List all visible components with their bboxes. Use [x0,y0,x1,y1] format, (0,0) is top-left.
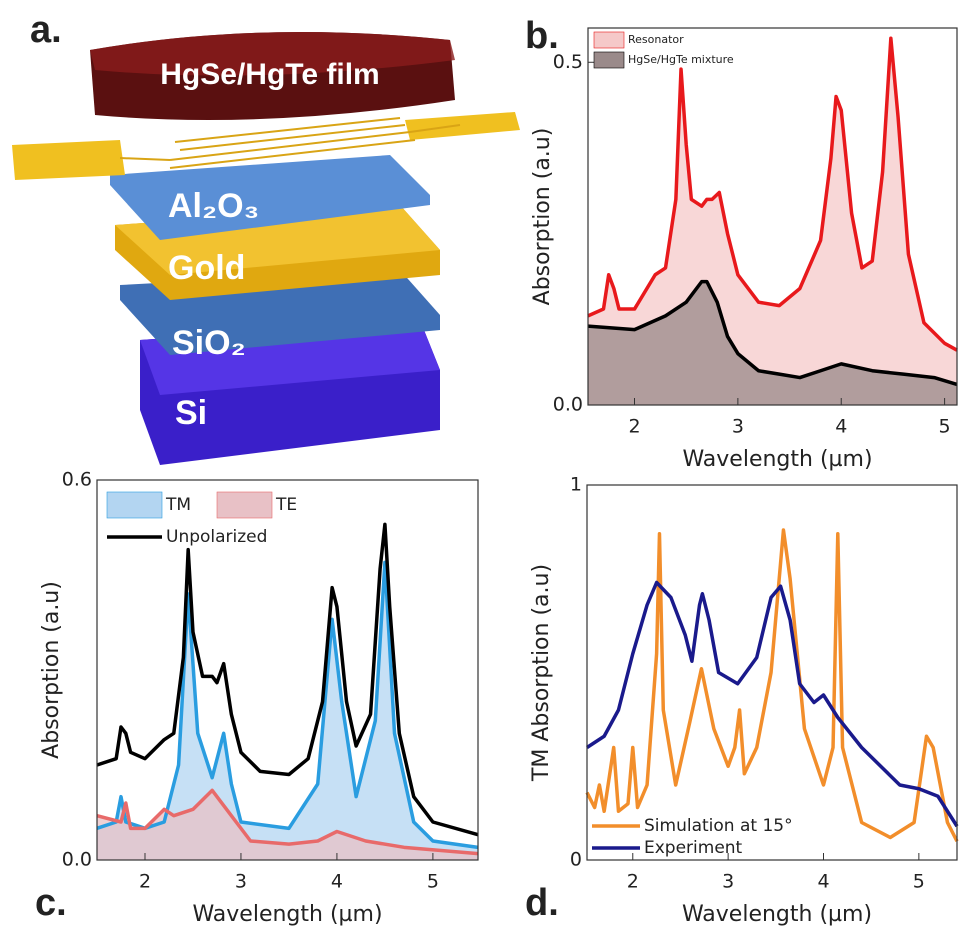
y-axis-label: TM Absorption (a.u) [529,564,554,782]
legend-swatch [106,491,163,519]
y-tick-label: 0.0 [62,849,92,871]
panel-label: a. [30,9,62,51]
x-tick-label: 4 [331,871,343,893]
electrodes [119,117,461,169]
legend-label: Resonator [628,33,684,46]
line [96,522,479,837]
x-axis-label: Wavelength (µm) [682,902,872,927]
pad-right [405,112,520,140]
line [587,36,958,352]
x-tick-label: 3 [235,871,247,893]
x-tick-label: 5 [427,871,439,893]
line [586,580,959,828]
film-label: HgSe/HgTe film [160,58,379,91]
x-axis-label: Wavelength (µm) [192,902,382,927]
x-tick-label: 2 [628,416,640,438]
legend-label: HgSe/HgTe mixture [628,53,734,66]
legend-label: Unpolarized [166,527,267,547]
x-axis-label: Wavelength (µm) [682,447,872,472]
x-tick-label: 2 [139,871,151,893]
legend-label: TM [165,495,191,515]
legend-swatch [593,31,625,49]
x-tick-label: 3 [732,416,744,438]
layer-label: Al₂O₃ [168,187,259,225]
layer-label: Gold [168,249,245,287]
panel-label: b. [525,15,559,57]
y-axis-label: Absorption (a.u) [530,128,555,306]
line [96,788,479,856]
line [587,279,958,387]
legend-swatch [593,51,625,69]
area [97,790,478,860]
x-tick-label: 2 [627,871,639,893]
legend-swatch [216,491,273,519]
chart-panel: 2 3 4 5 0.0 0.5 Wavelength (µm) Absorption (a.u… [525,15,958,472]
layer-label: Si [175,394,207,432]
legend-label: Simulation at 15° [644,816,793,836]
chart-panel: 2 3 4 5 0.0 0.6 Wavelength (µm) Absorption (a.u… [35,469,479,927]
pad-left [12,140,125,180]
al2o3-layer [110,155,430,240]
x-tick-label: 4 [817,871,829,893]
layer-label: SiO₂ [172,324,246,362]
line [585,528,959,843]
legend-label: TE [275,495,297,515]
film-top [90,32,455,76]
y-tick-label: 0 [570,849,582,871]
panel-label: c. [35,882,67,924]
x-tick-label: 4 [835,416,847,438]
y-tick-label: 1 [570,474,582,496]
y-tick-label: 0.5 [553,51,583,73]
x-tick-label: 5 [913,871,925,893]
x-tick-label: 5 [939,416,951,438]
y-tick-label: 0.0 [553,394,583,416]
chart-panel: 2 3 4 5 0 1 Wavelength (µm) TM Absorption (a.u)… [525,474,959,927]
y-axis-label: Absorption (a.u) [39,581,64,759]
y-tick-label: 0.6 [62,469,92,491]
area [588,281,957,405]
legend-label: Experiment [644,838,743,858]
x-tick-label: 3 [722,871,734,893]
plot-frame [587,27,958,406]
device-diagram: a. HgSe/HgTe film Al₂O₃ Gold SiO₂ Si [12,9,520,465]
panel-label: d. [525,882,559,924]
plot-frame [96,479,479,861]
plot-frame [586,484,958,861]
area [97,562,478,860]
